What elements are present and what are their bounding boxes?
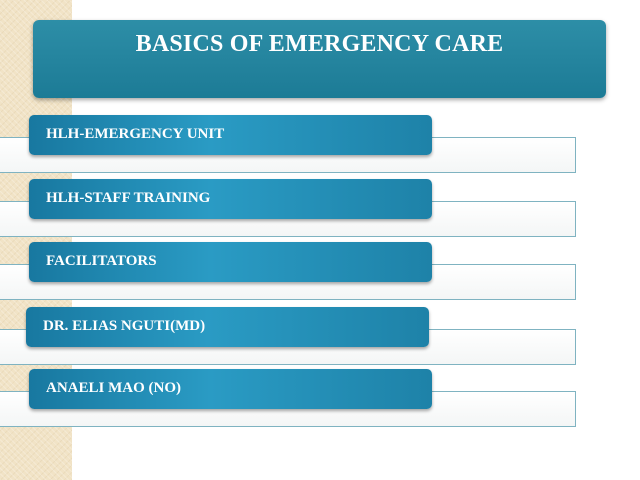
list-item-tab: FACILITATORS — [29, 242, 432, 282]
list-item: DR. ELIAS NGUTI(MD) — [0, 307, 640, 365]
list-item-label: DR. ELIAS NGUTI(MD) — [43, 318, 206, 334]
list-item-tab: DR. ELIAS NGUTI(MD) — [26, 307, 429, 347]
slide-title: BASICS OF EMERGENCY CARE — [135, 31, 504, 57]
list-item: FACILITATORS — [0, 242, 640, 300]
list-item-label: FACILITATORS — [46, 253, 157, 269]
list-item-label: HLH-EMERGENCY UNIT — [46, 126, 225, 142]
list-item: ANAELI MAO (NO) — [0, 369, 640, 427]
list-item: HLH-STAFF TRAINING — [0, 179, 640, 237]
list-item-tab: HLH-EMERGENCY UNIT — [29, 115, 432, 155]
list-item-tab: ANAELI MAO (NO) — [29, 369, 432, 409]
title-banner: BASICS OF EMERGENCY CARE — [33, 20, 606, 98]
list-item: HLH-EMERGENCY UNIT — [0, 115, 640, 173]
list-item-label: HLH-STAFF TRAINING — [46, 190, 211, 206]
list-item-label: ANAELI MAO (NO) — [46, 380, 181, 396]
list-item-tab: HLH-STAFF TRAINING — [29, 179, 432, 219]
